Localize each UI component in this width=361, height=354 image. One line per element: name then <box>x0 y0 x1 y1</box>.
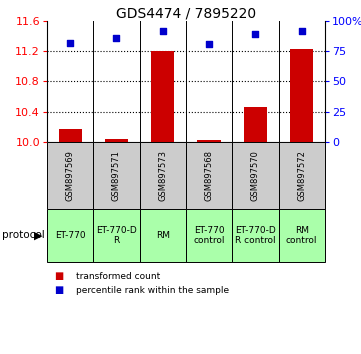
Text: protocol: protocol <box>2 230 44 240</box>
Text: ET-770-D
R control: ET-770-D R control <box>235 226 276 245</box>
Bar <box>151 51 174 142</box>
Text: ■: ■ <box>54 271 64 281</box>
Bar <box>186 142 232 209</box>
Bar <box>279 142 325 209</box>
Bar <box>279 209 325 262</box>
Text: GSM897569: GSM897569 <box>66 150 75 201</box>
Bar <box>93 142 140 209</box>
Text: ET-770
control: ET-770 control <box>193 226 225 245</box>
Point <box>160 28 166 34</box>
Bar <box>93 209 140 262</box>
Text: GSM897570: GSM897570 <box>251 150 260 201</box>
Text: ET-770: ET-770 <box>55 231 86 240</box>
Bar <box>290 49 313 142</box>
Bar <box>140 142 186 209</box>
Bar <box>47 142 93 209</box>
Text: RM: RM <box>156 231 170 240</box>
Text: RM
control: RM control <box>286 226 317 245</box>
Bar <box>47 209 93 262</box>
Point <box>253 32 258 37</box>
Point <box>67 40 73 46</box>
Text: ▶: ▶ <box>34 230 43 240</box>
Bar <box>232 209 279 262</box>
Text: GSM897568: GSM897568 <box>205 150 214 201</box>
Text: ■: ■ <box>54 285 64 295</box>
Text: transformed count: transformed count <box>76 272 160 281</box>
Title: GDS4474 / 7895220: GDS4474 / 7895220 <box>116 6 256 20</box>
Bar <box>58 129 82 142</box>
Bar <box>232 142 279 209</box>
Point <box>113 35 119 41</box>
Point <box>206 41 212 47</box>
Bar <box>186 209 232 262</box>
Bar <box>105 138 128 142</box>
Text: percentile rank within the sample: percentile rank within the sample <box>76 286 229 295</box>
Text: ET-770-D
R: ET-770-D R <box>96 226 137 245</box>
Text: GSM897573: GSM897573 <box>158 150 167 201</box>
Text: GSM897572: GSM897572 <box>297 150 306 201</box>
Text: GSM897571: GSM897571 <box>112 150 121 201</box>
Bar <box>244 107 267 142</box>
Bar <box>197 140 221 142</box>
Point <box>299 28 305 34</box>
Bar <box>140 209 186 262</box>
